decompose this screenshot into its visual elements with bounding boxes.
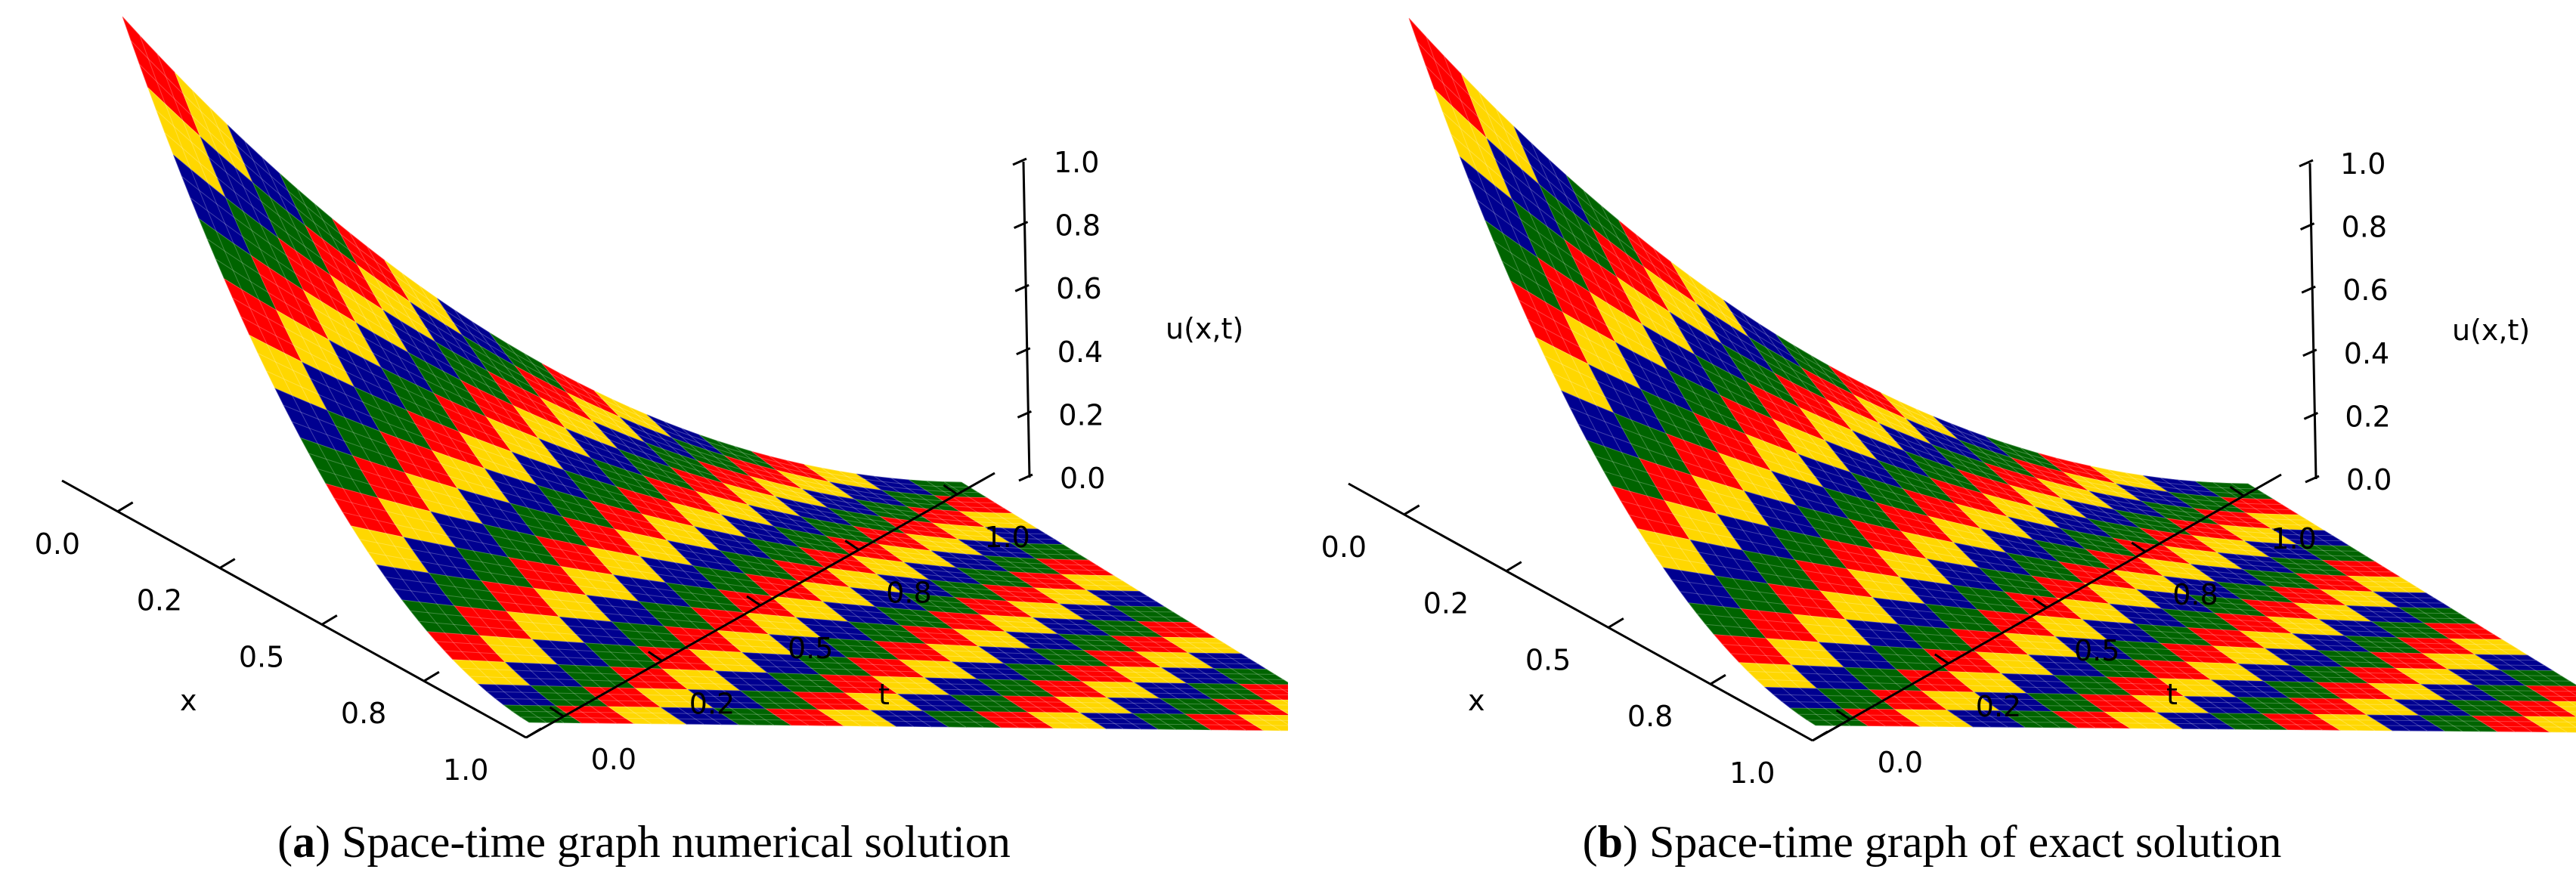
- z-tick-label: 0.2: [2345, 400, 2390, 433]
- z-tick-label: 1.0: [1054, 146, 1099, 179]
- caption-a: (a) Space-time graph numerical solution: [277, 817, 1011, 867]
- surface-patch: [1265, 679, 1288, 685]
- surface-wireframe: [122, 16, 1288, 732]
- t-tick-label: 0.2: [1976, 690, 2021, 723]
- surface-patch: [1271, 715, 1288, 721]
- surface-mesh: [122, 16, 1288, 732]
- surface-patch: [1272, 704, 1288, 711]
- t-tick-label: 0.5: [788, 632, 833, 665]
- z-tick-label: 0.6: [1056, 272, 1101, 305]
- z-tick-mark: [1018, 473, 1033, 482]
- surface-patch: [1273, 694, 1288, 701]
- t-tick-mark: [549, 706, 565, 718]
- z-axis-label: u(x,t): [1166, 312, 1243, 345]
- surface-patch: [1262, 719, 1288, 726]
- t-tick-mark: [746, 595, 761, 607]
- z-axis-line: [2308, 162, 2317, 480]
- surface-plot-b: 0.0 0.2 0.5 0.8 1.0 0.0 0.2 0.5 0.8 1.0 0.0 0.2 0.4 0…: [1321, 17, 2576, 790]
- surface-plot-a: 0.0 0.2 0.5 0.8 1.0 0.0 0.2 0.5 0.8 1.0 0.0 0.2 0.4 0…: [35, 16, 1288, 787]
- t-tick-label: 0.8: [886, 577, 931, 610]
- z-axis-label: u(x,t): [2452, 314, 2530, 347]
- caption-b: (b) Space-time graph of exact solution: [1582, 817, 2282, 867]
- z-tick-label: 0.2: [1058, 398, 1104, 432]
- panel-b: 0.0 0.2 0.5 0.8 1.0 0.0 0.2 0.5 0.8 1.0 0.0 0.2 0.4 0…: [1288, 0, 2576, 894]
- x-tick-label: 0.8: [1627, 700, 1673, 733]
- z-tick-mark: [2305, 475, 2320, 484]
- x-tick-mark: [1710, 673, 1726, 685]
- x-tick-mark: [1505, 561, 1522, 572]
- z-tick-label: 0.8: [1055, 209, 1101, 243]
- surface-patch: [1263, 710, 1288, 716]
- z-tick-mark: [1012, 157, 1027, 166]
- t-tick-label: 0.5: [2074, 634, 2119, 667]
- panel-a: 0.0 0.2 0.5 0.8 1.0 0.0 0.2 0.5 0.8 1.0 0.0 0.2 0.4 0…: [35, 16, 1288, 867]
- x-tick-mark: [116, 501, 134, 513]
- x-tick-label: 1.0: [1729, 756, 1775, 790]
- z-tick-label: 0.6: [2342, 274, 2388, 307]
- x-tick-mark: [1403, 504, 1420, 516]
- caption-letter-b: b: [1597, 817, 1623, 867]
- t-tick-mark: [844, 540, 860, 551]
- x-axis-label: x: [1468, 684, 1485, 717]
- caption-text-b: Space-time graph of exact solution: [1637, 817, 2282, 867]
- x-tick-label: 0.5: [1525, 643, 1571, 676]
- z-tick-label: 1.0: [2340, 147, 2386, 181]
- surface-patch: [1264, 699, 1288, 706]
- t-tick-label: 1.0: [984, 521, 1029, 554]
- z-tick-label: 0.0: [2346, 463, 2392, 496]
- z-axis-line: [1022, 161, 1031, 478]
- surface-mesh: [1408, 17, 2576, 733]
- surface-patch: [1280, 719, 1288, 725]
- z-tick-mark: [1017, 410, 1033, 419]
- z-tick-label: 0.4: [1057, 336, 1103, 369]
- t-axis-label: t: [878, 678, 890, 711]
- t-tick-label: 0.2: [689, 688, 735, 721]
- x-tick-label: 0.5: [239, 640, 284, 673]
- x-tick-label: 0.8: [341, 697, 386, 730]
- t-tick-label: 0.8: [2172, 578, 2218, 611]
- t-tick-label: 1.0: [2271, 522, 2316, 555]
- caption-text-a: Space-time graph numerical solution: [330, 817, 1011, 867]
- t-tick-label: 0.0: [591, 743, 636, 776]
- x-tick-label: 1.0: [443, 753, 488, 787]
- x-tick-label: 0.0: [35, 527, 80, 561]
- z-tick-mark: [1014, 283, 1029, 292]
- x-tick-mark: [1608, 617, 1624, 629]
- surface-patch: [1271, 725, 1288, 732]
- caption-letter-a: a: [293, 817, 316, 867]
- surface-patch: [1265, 689, 1288, 695]
- z-tick-mark: [1016, 347, 1031, 356]
- z-tick-label: 0.4: [2344, 337, 2389, 370]
- t-tick-mark: [647, 651, 663, 662]
- surface-patch: [1273, 684, 1288, 691]
- x-tick-label: 0.2: [137, 584, 182, 617]
- z-tick-mark: [1013, 221, 1029, 229]
- surface-patch: [1282, 689, 1288, 694]
- z-tick-label: 0.8: [2342, 211, 2387, 244]
- x-tick-mark: [1812, 730, 1828, 742]
- x-tick-mark: [525, 727, 542, 739]
- surface-patch: [1281, 699, 1288, 704]
- x-axis-label: x: [180, 684, 197, 717]
- x-axis-line: [61, 479, 527, 739]
- t-tick-mark: [943, 484, 958, 496]
- t-tick-label: 0.0: [1878, 746, 1923, 779]
- x-tick-label: 0.2: [1423, 587, 1469, 620]
- x-tick-mark: [321, 614, 338, 626]
- t-axis-label: t: [2166, 678, 2178, 711]
- x-tick-label: 0.0: [1321, 531, 1367, 564]
- z-tick-label: 0.0: [1060, 462, 1105, 495]
- x-tick-mark: [218, 558, 236, 569]
- x-tick-mark: [423, 670, 440, 682]
- surface-patch: [1280, 710, 1288, 715]
